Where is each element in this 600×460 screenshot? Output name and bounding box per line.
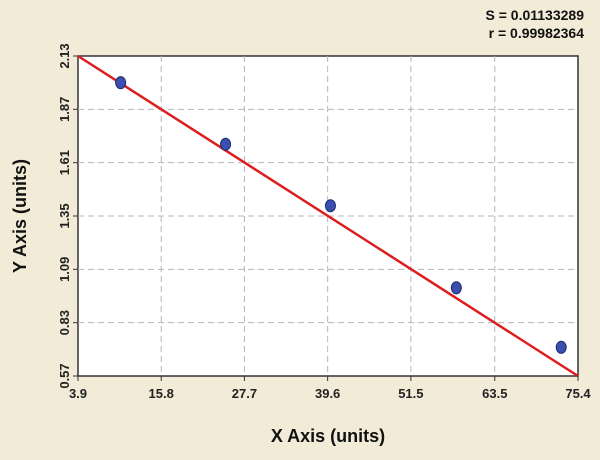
x-tick-label: 51.5 xyxy=(398,386,423,401)
fit-line xyxy=(77,54,579,378)
y-axis-title: Y Axis (units) xyxy=(10,159,30,273)
y-tick-label: 0.83 xyxy=(57,310,72,335)
fit-line-group xyxy=(77,54,579,378)
y-tick-labels: 0.57 0.83 1.09 1.35 1.61 1.87 2.13 xyxy=(57,43,78,389)
x-tick-labels: 3.9 15.8 27.7 39.6 51.5 63.5 75.4 xyxy=(69,376,591,401)
x-tick-label: 15.8 xyxy=(149,386,174,401)
y-tick-label: 1.35 xyxy=(57,203,72,228)
x-axis-title: X Axis (units) xyxy=(271,426,385,446)
x-tick-label: 27.7 xyxy=(232,386,257,401)
y-tick-label: 2.13 xyxy=(57,43,72,68)
y-tick-label: 1.61 xyxy=(57,150,72,175)
x-tick-label: 63.5 xyxy=(482,386,507,401)
data-point xyxy=(220,137,232,151)
x-tick-label: 75.4 xyxy=(565,386,591,401)
data-point xyxy=(450,281,462,295)
y-tick-label: 1.09 xyxy=(57,257,72,282)
x-tick-label: 39.6 xyxy=(315,386,340,401)
data-point xyxy=(555,340,567,354)
s-value-label: S = 0.01133289 xyxy=(486,7,585,23)
data-point xyxy=(115,76,127,90)
x-tick-label: 3.9 xyxy=(69,386,87,401)
y-tick-label: 1.87 xyxy=(57,97,72,122)
data-point xyxy=(324,199,336,213)
data-points xyxy=(115,76,567,354)
y-tick-label: 0.57 xyxy=(57,363,72,388)
r-value-label: r = 0.99982364 xyxy=(489,25,585,41)
